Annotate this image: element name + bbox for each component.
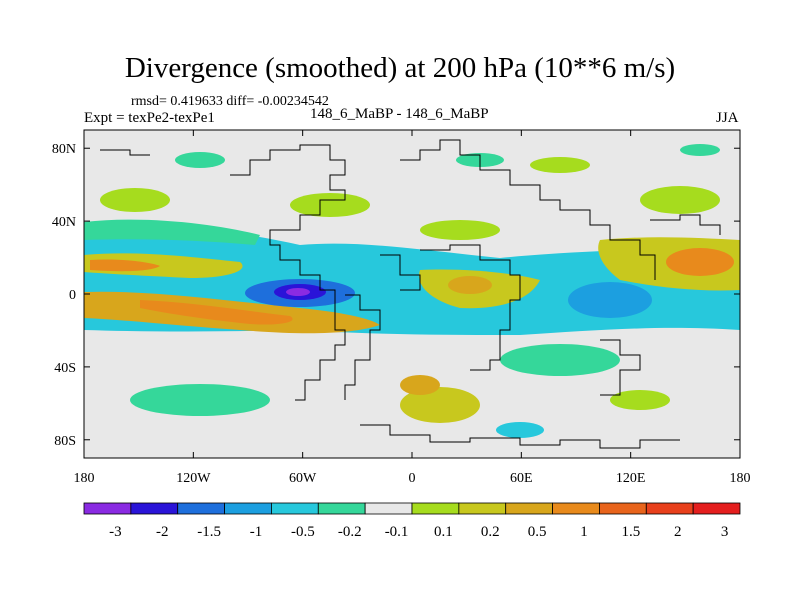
- colorbar-swatch: [317, 502, 366, 515]
- contour-south-yellow-2: [400, 375, 440, 395]
- lon-tick-label: 0: [409, 471, 416, 486]
- lon-tick-label: 180: [74, 471, 95, 486]
- contour-positive-core: [140, 300, 293, 325]
- colorbar-label: 0.2: [481, 524, 500, 540]
- colorbar: -3 -2 -1.5 -1 -0.5 -0.2 -0.1 0.1 0.2 0.5 1 1.5 2 3: [83, 502, 741, 540]
- longitude-axis: 180 120W 60W 0 60E 120E 180: [74, 130, 751, 486]
- colorbar-label: -3: [109, 524, 122, 540]
- lat-tick-label: 0: [69, 288, 76, 303]
- lon-tick-label: 120E: [616, 471, 646, 486]
- colorbar-swatch: [177, 502, 225, 515]
- colorbar-label: 3: [721, 524, 729, 540]
- colorbar-label: -0.2: [338, 524, 362, 540]
- contour-east-pacific-core: [666, 248, 734, 276]
- colorbar-label: 2: [674, 524, 682, 540]
- contour-north-cyan-2: [680, 144, 720, 156]
- colorbar-swatch: [364, 502, 413, 515]
- colorbar-swatch: [599, 502, 647, 515]
- experiment-label: Expt = texPe2-texPe1: [84, 110, 215, 126]
- lat-tick-label: 80S: [54, 434, 76, 449]
- colorbar-swatch: [411, 502, 460, 515]
- colorbar-label: -1: [250, 524, 263, 540]
- contour-min-core: [286, 288, 310, 296]
- colorbar-label: 1.5: [621, 524, 640, 540]
- lat-tick-label: 80N: [52, 142, 76, 157]
- lon-tick-label: 60W: [289, 471, 317, 486]
- lon-tick-label: 120W: [176, 471, 211, 486]
- case-label: 148_6_MaBP - 148_6_MaBP: [310, 106, 489, 122]
- colorbar-label: 0.1: [434, 524, 453, 540]
- lat-tick-label: 40N: [52, 215, 76, 230]
- contour-field: [84, 130, 740, 458]
- contour-north-green-5: [530, 157, 590, 173]
- colorbar-swatch: [271, 502, 319, 515]
- contour-south-green-3: [610, 390, 670, 410]
- contour-north-positive: [84, 253, 243, 278]
- contour-africa-core: [448, 276, 492, 294]
- contour-north-green-3: [420, 220, 500, 240]
- contour-north-green-1: [100, 188, 170, 212]
- colorbar-swatch: [458, 502, 507, 515]
- colorbar-swatch: [552, 502, 600, 515]
- colorbar-label: 1: [580, 524, 588, 540]
- lon-tick-label: 60E: [510, 471, 533, 486]
- contour-south-green-1: [130, 384, 270, 416]
- contour-south-green-2: [500, 344, 620, 376]
- contour-north-green-4: [640, 186, 720, 214]
- colorbar-swatch: [692, 502, 741, 515]
- colorbar-swatch: [83, 502, 132, 515]
- contour-indian-negative: [568, 282, 652, 318]
- colorbar-label: -0.5: [291, 524, 315, 540]
- coastlines: [100, 139, 721, 449]
- plot-title: Divergence (smoothed) at 200 hPa (10**6 …: [124, 52, 676, 84]
- rmsd-diff-stats: rmsd= 0.419633 diff= -0.00234542: [131, 94, 329, 109]
- colorbar-label: 0.5: [528, 524, 547, 540]
- contour-north-cyan-1: [175, 152, 225, 168]
- contour-south-cyan: [496, 422, 544, 438]
- season-label: JJA: [716, 110, 739, 126]
- contour-south-yellow-1: [400, 387, 480, 423]
- colorbar-label: -2: [156, 524, 169, 540]
- colorbar-swatch: [505, 502, 553, 515]
- lat-tick-label: 40S: [54, 361, 76, 376]
- contour-north-orange: [90, 259, 160, 272]
- colorbar-label: -1.5: [197, 524, 221, 540]
- colorbar-swatch: [645, 502, 694, 515]
- latitude-axis: 80N 40N 0 40S 80S: [52, 142, 740, 449]
- colorbar-label: -0.1: [385, 524, 409, 540]
- contour-weak-negative: [84, 219, 260, 245]
- lon-tick-label: 180: [730, 471, 751, 486]
- colorbar-swatch: [130, 502, 179, 515]
- contour-north-green-2: [290, 193, 370, 217]
- colorbar-swatch: [224, 502, 272, 515]
